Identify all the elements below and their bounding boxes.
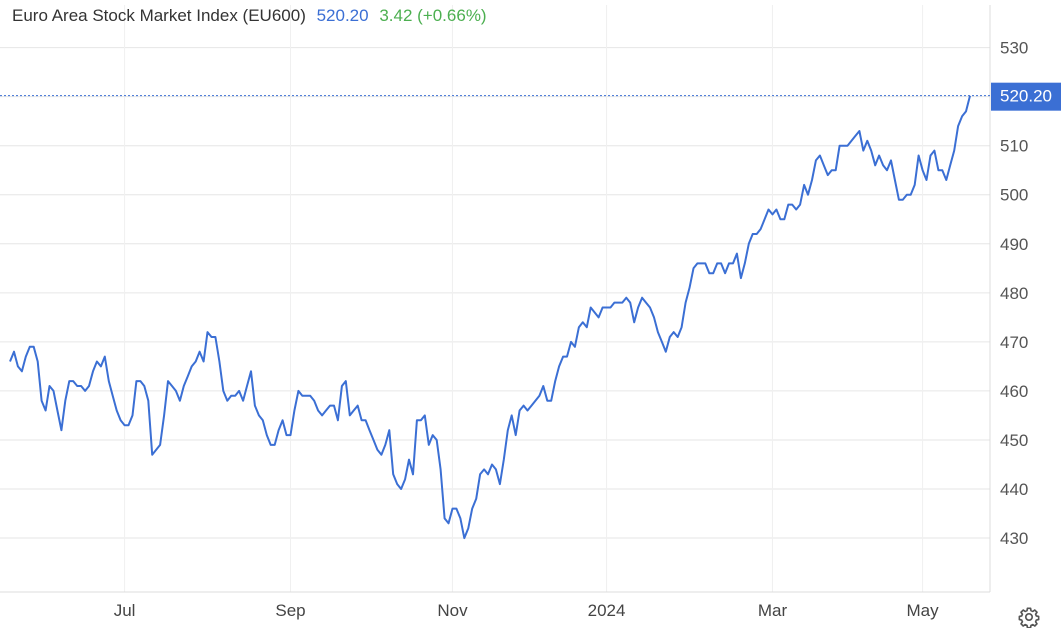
settings-button[interactable] <box>1018 606 1040 629</box>
chart-header: Euro Area Stock Market Index (EU600) 520… <box>12 6 487 26</box>
chart-title: Euro Area Stock Market Index (EU600) <box>12 6 306 25</box>
y-tick-label: 440 <box>1000 480 1028 499</box>
x-tick-label: Jul <box>114 601 136 620</box>
y-tick-label: 490 <box>1000 235 1028 254</box>
y-tick-label: 480 <box>1000 284 1028 303</box>
last-price-text: 520.20 <box>1000 87 1052 106</box>
x-tick-label: 2024 <box>588 601 626 620</box>
x-tick-label: May <box>907 601 940 620</box>
last-price-badge <box>991 82 1061 111</box>
x-tick-label: Mar <box>758 601 788 620</box>
y-tick-label: 530 <box>1000 39 1028 58</box>
grid-lines <box>0 5 990 592</box>
x-tick-label: Sep <box>275 601 305 620</box>
y-tick-label: 430 <box>1000 529 1028 548</box>
y-tick-label: 510 <box>1000 137 1028 156</box>
gear-icon <box>1018 607 1040 629</box>
x-tick-label: Nov <box>437 601 468 620</box>
y-tick-label: 460 <box>1000 382 1028 401</box>
x-axis-labels: Jul Sep Nov 2024 Mar May <box>114 601 939 620</box>
last-price-label: 520.20 <box>991 82 1061 111</box>
series-line <box>9 95 971 540</box>
price-change: 3.42 (+0.66%) <box>379 6 487 25</box>
y-tick-label: 500 <box>1000 186 1028 205</box>
y-tick-label: 450 <box>1000 431 1028 450</box>
y-tick-label: 470 <box>1000 333 1028 352</box>
y-axis-labels: 430 440 450 460 470 480 490 500 510 530 <box>1000 39 1028 548</box>
current-price: 520.20 <box>316 6 369 25</box>
